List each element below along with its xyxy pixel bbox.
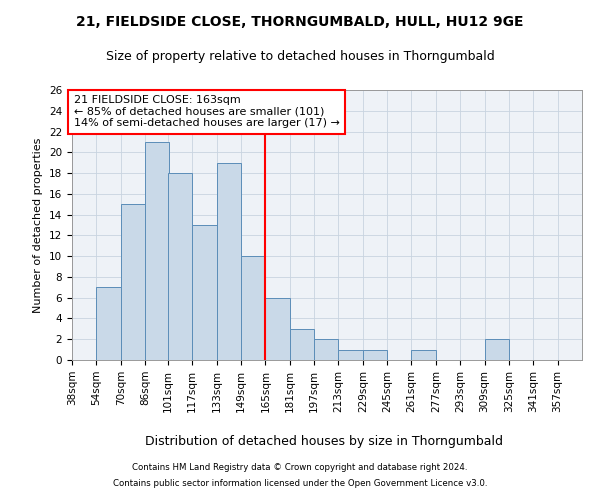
Text: Size of property relative to detached houses in Thorngumbald: Size of property relative to detached ho… [106, 50, 494, 63]
Text: 21, FIELDSIDE CLOSE, THORNGUMBALD, HULL, HU12 9GE: 21, FIELDSIDE CLOSE, THORNGUMBALD, HULL,… [76, 15, 524, 29]
Bar [363, 350, 387, 360]
Bar [314, 339, 338, 360]
Bar [168, 173, 192, 360]
Bar [192, 225, 217, 360]
Bar [265, 298, 290, 360]
Text: Contains public sector information licensed under the Open Government Licence v3: Contains public sector information licen… [113, 478, 487, 488]
Text: 21 FIELDSIDE CLOSE: 163sqm
← 85% of detached houses are smaller (101)
14% of sem: 21 FIELDSIDE CLOSE: 163sqm ← 85% of deta… [74, 95, 340, 128]
Bar [485, 339, 509, 360]
Bar [145, 142, 169, 360]
Bar [338, 350, 363, 360]
Text: Contains HM Land Registry data © Crown copyright and database right 2024.: Contains HM Land Registry data © Crown c… [132, 464, 468, 472]
Text: Distribution of detached houses by size in Thorngumbald: Distribution of detached houses by size … [145, 434, 503, 448]
Bar [217, 162, 241, 360]
Bar [97, 288, 121, 360]
Bar [241, 256, 265, 360]
Bar [412, 350, 436, 360]
Bar [121, 204, 145, 360]
Bar [290, 329, 314, 360]
Y-axis label: Number of detached properties: Number of detached properties [34, 138, 43, 312]
